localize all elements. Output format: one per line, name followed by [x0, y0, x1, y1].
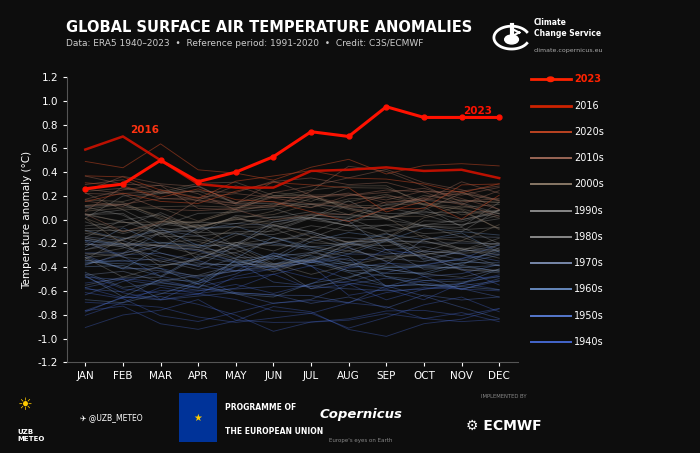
- Text: 1980s: 1980s: [574, 232, 603, 242]
- Text: 1940s: 1940s: [574, 337, 603, 347]
- Text: 2000s: 2000s: [574, 179, 603, 189]
- Text: Copernicus: Copernicus: [319, 408, 402, 421]
- Text: 1990s: 1990s: [574, 206, 603, 216]
- Text: Change Service: Change Service: [534, 29, 601, 38]
- Text: 2010s: 2010s: [574, 153, 603, 163]
- Text: 1960s: 1960s: [574, 284, 603, 294]
- Text: 1970s: 1970s: [574, 258, 603, 268]
- Text: ☀: ☀: [18, 396, 32, 414]
- Text: 2016: 2016: [574, 101, 598, 111]
- Text: Europe's eyes on Earth: Europe's eyes on Earth: [329, 438, 392, 443]
- Text: ✈ @UZB_METEO: ✈ @UZB_METEO: [80, 414, 143, 422]
- Text: THE EUROPEAN UNION: THE EUROPEAN UNION: [225, 428, 323, 436]
- Text: UZB
METEO: UZB METEO: [18, 429, 45, 442]
- Circle shape: [505, 35, 519, 44]
- Text: 2023: 2023: [574, 74, 601, 84]
- Text: Data: ERA5 1940–2023  •  Reference period: 1991-2020  •  Credit: C3S/ECMWF: Data: ERA5 1940–2023 • Reference period:…: [66, 39, 424, 48]
- Text: IMPLEMENTED BY: IMPLEMENTED BY: [481, 394, 527, 400]
- FancyBboxPatch shape: [178, 393, 217, 443]
- Y-axis label: Temperature anomaly (°C): Temperature anomaly (°C): [22, 151, 32, 289]
- Text: Climate: Climate: [534, 18, 567, 27]
- Text: PROGRAMME OF: PROGRAMME OF: [225, 403, 297, 412]
- Text: 2016: 2016: [130, 125, 160, 135]
- Text: 1950s: 1950s: [574, 311, 603, 321]
- Text: climate.copernicus.eu: climate.copernicus.eu: [534, 48, 603, 53]
- Text: GLOBAL SURFACE AIR TEMPERATURE ANOMALIES: GLOBAL SURFACE AIR TEMPERATURE ANOMALIES: [66, 20, 473, 35]
- Text: ★: ★: [193, 413, 202, 423]
- Text: ⚙ ECMWF: ⚙ ECMWF: [466, 419, 542, 434]
- Text: 2020s: 2020s: [574, 127, 604, 137]
- Text: 2023: 2023: [463, 106, 492, 116]
